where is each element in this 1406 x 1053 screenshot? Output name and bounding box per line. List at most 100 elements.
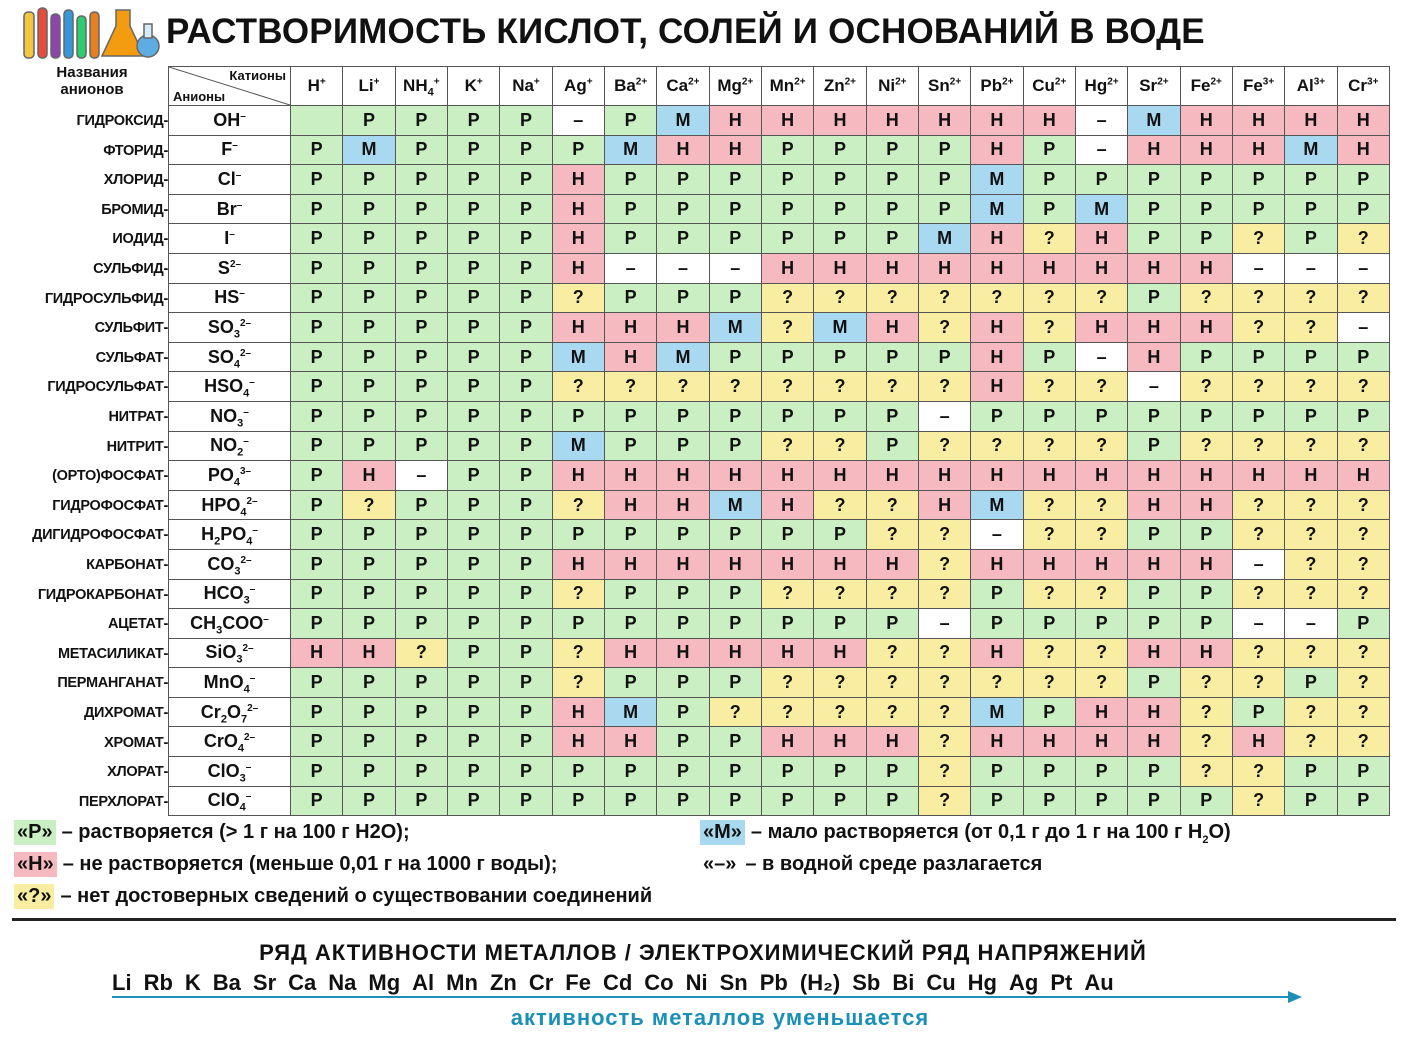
anion-name: ХЛОРАТ-	[107, 764, 168, 781]
solubility-cell: ?	[813, 667, 867, 698]
legend-soluble: «Р» – растворяется (> 1 г на 100 г H2O);	[14, 820, 410, 845]
anion-formula: PO43–	[168, 460, 291, 491]
solubility-cell: Р	[499, 134, 553, 166]
formula-part: HSO	[204, 376, 244, 397]
solubility-cell: ?	[1231, 371, 1286, 402]
solubility-cell: Р	[656, 696, 710, 728]
anion-formula: NO3–	[168, 400, 291, 432]
solubility-cell: –	[1336, 252, 1391, 284]
solubility-cell: Р	[1022, 785, 1076, 817]
solubility-cell: ?	[1022, 312, 1076, 343]
solubility-cell: Н	[865, 726, 919, 758]
formula-charge: –	[249, 584, 256, 596]
cation-charge: +	[319, 76, 326, 88]
solubility-cell: ?	[603, 371, 658, 402]
metal-symbol: Rb	[143, 970, 173, 995]
formula-part: F	[221, 139, 233, 160]
solubility-cell: Н	[760, 105, 815, 136]
activity-series-metals: Li Rb K Ba Sr Ca Na Mg Al Mn Zn Cr Fe Cd Co Ni Sn Pb (H₂) S…	[112, 970, 1126, 1002]
solubility-cell: Р	[760, 400, 815, 432]
solubility-cell: Р	[970, 785, 1024, 817]
anion-formula: CrO42–	[168, 726, 291, 758]
solubility-cell: Р	[342, 371, 396, 402]
solubility-cell: Р	[289, 785, 344, 817]
anion-formula: OH–	[168, 105, 291, 136]
formula-charge: 2–	[240, 554, 252, 566]
solubility-cell: ?	[917, 519, 972, 550]
solubility-cell: М	[708, 312, 762, 343]
solubility-cell: Н	[551, 252, 605, 284]
solubility-cell: ?	[917, 637, 972, 669]
formula-charge: –	[263, 613, 269, 625]
metal-symbol: Sr	[252, 970, 277, 995]
solubility-cell: ?	[865, 371, 919, 402]
solubility-cell: ?	[1284, 282, 1338, 314]
solubility-cell: Н	[1336, 134, 1391, 166]
solubility-cell: Р	[708, 785, 762, 817]
solubility-cell: ?	[1336, 637, 1391, 669]
solubility-cell: Н	[1336, 460, 1391, 491]
table-row: H2PO4– Р Р Р Р Р Р Р Р Р Р Р?? –?? Р Р???	[168, 519, 1391, 550]
solubility-cell: Н	[1074, 312, 1129, 343]
solubility-cell: ?	[917, 578, 972, 610]
cation-header: Al3+	[1284, 66, 1338, 106]
solubility-cell: Р	[446, 400, 501, 432]
solubility-cell: ?	[551, 489, 605, 521]
table-row: SiO32– Н Н? Р Р? Н Н Н Н Н?? Н?? Н Н???	[168, 637, 1391, 669]
formula-charge: –	[243, 406, 249, 418]
solubility-cell: Р	[289, 400, 344, 432]
solubility-cell: Р	[289, 548, 344, 580]
solubility-cell: ?	[1074, 519, 1129, 550]
solubility-cell	[289, 105, 344, 136]
formula-charge: 2–	[244, 732, 256, 744]
solubility-cell: Н	[1284, 460, 1338, 491]
cation-symbol: Ba	[614, 76, 636, 95]
solubility-cell: Р	[1074, 608, 1129, 639]
solubility-cell: Н	[760, 637, 815, 669]
solubility-cell: Р	[499, 105, 553, 136]
solubility-cell: ?	[1336, 430, 1391, 462]
cation-header: Mn2+	[760, 66, 815, 106]
metal-symbol: Na	[328, 970, 357, 995]
solubility-cell: М	[551, 430, 605, 462]
cation-symbol: Mg	[717, 76, 742, 95]
metal-symbol: Sb	[852, 970, 881, 995]
solubility-cell: Р	[394, 312, 448, 343]
anion-name: СУЛЬФИТ-	[94, 320, 169, 337]
cation-symbol: Mn	[769, 76, 795, 95]
solubility-cell: Р	[1284, 667, 1338, 698]
solubility-cell: ?	[1231, 756, 1286, 787]
solubility-cell: Р	[289, 578, 344, 610]
cation-charge: 2+	[1210, 76, 1222, 88]
table-row: SO42– Р Р Р Р Р М Н М Р Р Р Р Р Н Р – Н Р Р Р Р	[168, 341, 1391, 373]
solubility-cell: Р	[1022, 756, 1076, 787]
cation-symbol: Al	[1296, 76, 1314, 95]
solubility-cell: ?	[813, 696, 867, 728]
table-row: Cl– Р Р Р Р Р Н Р Р Р Р Р Р Р М Р Р Р Р Р Р Р	[168, 164, 1391, 195]
solubility-cell: ?	[1336, 282, 1391, 314]
formula-subscript: 3	[239, 772, 246, 785]
solubility-cell: ?	[917, 430, 972, 462]
solubility-cell: Р	[289, 726, 344, 758]
solubility-cell: ?	[1231, 785, 1286, 817]
cation-charge: +	[373, 76, 380, 88]
solubility-cell: Р	[1179, 578, 1233, 610]
anion-name: ФТОРИД-	[103, 142, 168, 159]
cation-header: Sn2+	[917, 66, 972, 106]
solubility-cell: Р	[289, 608, 344, 639]
solubility-cell: Р	[1127, 785, 1181, 817]
solubility-cell: Р	[708, 756, 762, 787]
solubility-cell: Р	[1231, 400, 1286, 432]
solubility-cell: Н	[865, 548, 919, 580]
solubility-cell: Р	[603, 430, 658, 462]
cation-header: Ni2+	[865, 66, 919, 106]
solubility-cell: ?	[1336, 223, 1391, 254]
solubility-cell: Р	[446, 578, 501, 610]
table-row: HCO3– Р Р Р Р Р? Р Р Р???? Р?? Р Р???	[168, 578, 1391, 610]
solubility-cell: Н	[708, 460, 762, 491]
cation-charge: +	[476, 76, 483, 88]
solubility-cell: ?	[865, 578, 919, 610]
solubility-cell: ?	[970, 430, 1024, 462]
solubility-cell: Н	[1127, 460, 1181, 491]
solubility-cell: Н	[970, 371, 1024, 402]
